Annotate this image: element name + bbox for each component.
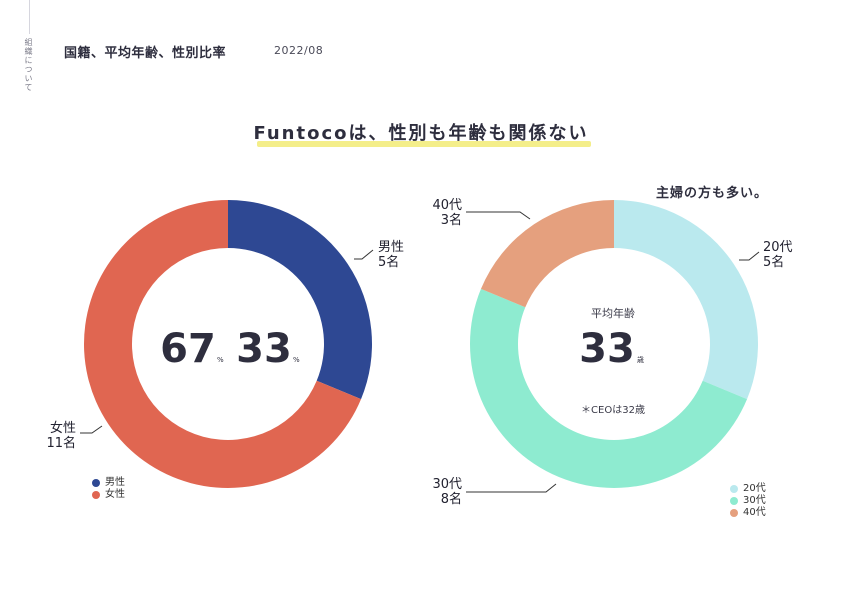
- male-percent: 33: [236, 326, 292, 372]
- legend-label-male: 男性: [105, 477, 125, 488]
- leader-line-20s: [739, 251, 760, 261]
- female-percent-unit: %: [217, 356, 224, 364]
- slice-30s: [470, 288, 748, 488]
- slice-label-40s-name: 40代: [432, 198, 462, 213]
- headline: Funtocoは、性別も年齢も関係ない: [247, 119, 594, 147]
- male-percent-unit: %: [293, 356, 300, 364]
- leader-line-female: [80, 425, 103, 434]
- slice-40s: [480, 200, 614, 308]
- average-age-unit: 歳: [637, 355, 644, 364]
- gender-legend: 男性 女性: [92, 477, 125, 501]
- legend-item-female: 女性: [92, 489, 125, 501]
- legend-item-40s: 40代: [730, 507, 766, 519]
- slice-label-40s: 40代 3名: [420, 198, 462, 228]
- headline-container: Funtocoは、性別も年齢も関係ない: [0, 119, 842, 147]
- average-age-value: 33: [579, 326, 635, 372]
- age-subnote: 主婦の方も多い。: [656, 186, 769, 201]
- legend-swatch-female: [92, 491, 100, 499]
- slice-male: [228, 200, 372, 400]
- slice-label-male-name: 男性: [378, 240, 405, 255]
- page-date: 2022/08: [274, 44, 324, 57]
- slice-label-male: 男性 5名: [378, 240, 404, 270]
- slice-female: [83, 200, 362, 488]
- gender-donut: [83, 200, 372, 488]
- slice-label-30s-count: 8名: [440, 492, 462, 507]
- slice-label-40s-count: 3名: [440, 213, 462, 228]
- legend-item-30s: 30代: [730, 495, 766, 507]
- female-percent: 67: [160, 326, 216, 372]
- slice-20s: [614, 200, 758, 400]
- average-age-label: 平均年齢: [591, 306, 635, 320]
- leader-line-30s: [466, 483, 557, 493]
- legend-label-20s: 20代: [743, 483, 766, 494]
- legend-label-40s: 40代: [743, 507, 766, 518]
- slice-label-female-count: 11名: [46, 436, 76, 451]
- legend-label-female: 女性: [105, 489, 125, 500]
- legend-swatch-male: [92, 479, 100, 487]
- slice-label-20s-name: 20代: [763, 240, 793, 255]
- slice-label-30s: 30代 8名: [420, 477, 462, 507]
- sidebar-rule: [29, 0, 30, 34]
- slice-label-male-count: 5名: [378, 255, 400, 270]
- slice-label-30s-name: 30代: [432, 477, 462, 492]
- slice-label-female: 女性 11名: [34, 421, 76, 451]
- legend-item-20s: 20代: [730, 483, 766, 495]
- legend-swatch-40s: [730, 509, 738, 517]
- leader-line-male: [354, 249, 374, 260]
- legend-swatch-30s: [730, 497, 738, 505]
- legend-label-30s: 30代: [743, 495, 766, 506]
- legend-swatch-20s: [730, 485, 738, 493]
- ceo-age-note: ＊CEOは32歳: [581, 404, 645, 416]
- slice-label-female-name: 女性: [49, 421, 76, 436]
- age-donut: [470, 200, 758, 488]
- slice-label-20s: 20代 5名: [763, 240, 793, 270]
- legend-item-male: 男性: [92, 477, 125, 489]
- age-legend: 20代 30代 40代: [730, 483, 766, 519]
- sidebar-label: 組織について: [24, 38, 33, 92]
- page-title: 国籍、平均年齢、性別比率: [64, 46, 227, 61]
- leader-line-40s: [466, 211, 531, 220]
- slice-label-20s-count: 5名: [763, 255, 785, 270]
